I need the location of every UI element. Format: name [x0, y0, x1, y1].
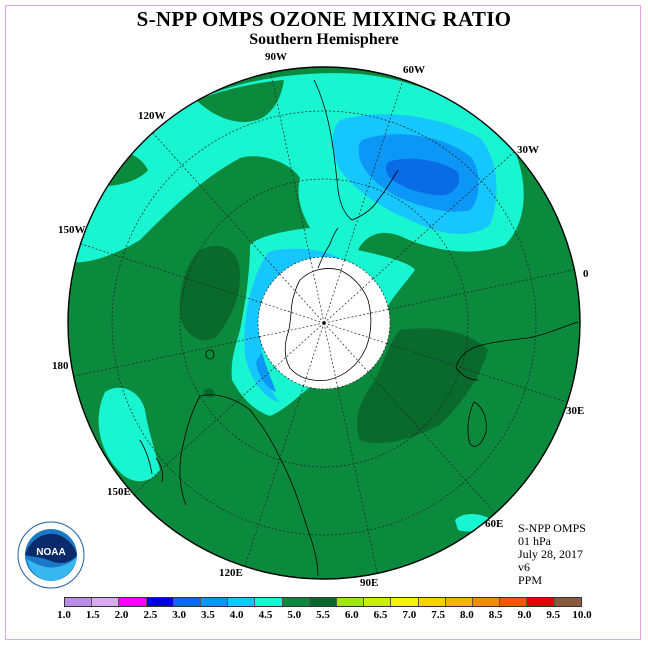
legend-tick-label: 6.5	[373, 609, 388, 621]
instrument-label: S-NPP OMPS	[518, 521, 586, 535]
logo-wordmark: NOAA	[36, 547, 65, 558]
legend-tick-label: 9.0	[517, 609, 532, 621]
contour-fill-5-5-region	[179, 245, 240, 341]
tasmania-coastline	[205, 349, 215, 360]
legend-tick-label: 7.5	[431, 609, 445, 621]
longitude-label: 60W	[403, 64, 425, 76]
meridian-line	[323, 322, 339, 388]
longitude-label: 180	[52, 360, 69, 372]
legend-swatch	[282, 598, 310, 606]
legend-swatch	[119, 598, 147, 606]
map-boundary	[67, 66, 581, 580]
antarctic-peninsula-coastline	[317, 227, 339, 269]
legend-tick-label: 5.5	[316, 609, 330, 621]
longitude-label: 30E	[566, 405, 585, 417]
units-label: PPM	[518, 573, 543, 587]
legend-tick-label: 9.5	[546, 609, 561, 621]
legend-tick-label: 10.0	[572, 609, 592, 621]
longitude-label: 90E	[360, 577, 379, 589]
legend-tick-label: 8.5	[488, 609, 503, 621]
new-zealand-coastline	[139, 439, 164, 483]
meridian-line	[323, 322, 369, 373]
legend-tick-label: 8.0	[460, 609, 474, 621]
contour-fill-4-5-region	[98, 387, 160, 482]
contour-fill-3-5-region	[256, 352, 276, 392]
contour-fill-5-0-region	[196, 80, 284, 122]
legend-swatch	[500, 598, 528, 606]
legend-tick-label: 6.0	[344, 609, 359, 621]
legend-swatch	[527, 598, 555, 606]
contour-fill-3-0-region	[385, 158, 460, 196]
meridian-line	[323, 308, 389, 324]
contour-fill-5-5-region	[203, 388, 215, 398]
legend-swatch	[337, 598, 365, 606]
legend-swatch	[473, 598, 501, 606]
madagascar-coastline	[467, 401, 487, 447]
legend-swatch	[309, 598, 338, 606]
legend-swatch	[364, 598, 392, 606]
legend-tick-label: 3.0	[172, 609, 186, 621]
south-pole-marker	[322, 321, 326, 325]
meridian-line	[261, 302, 325, 324]
legend-swatch	[391, 598, 419, 606]
africa-coastline	[455, 321, 579, 381]
legend-tick-label: 7.0	[402, 609, 417, 621]
map-subtitle: Southern Hemisphere	[249, 31, 399, 48]
legend-tick-label: 4.0	[229, 609, 244, 621]
legend-swatch	[201, 598, 229, 606]
longitude-label: 150W	[58, 224, 86, 236]
map-title: S-NPP OMPS OZONE MIXING RATIO	[136, 7, 512, 31]
meridian-line	[259, 322, 325, 338]
legend-swatch	[92, 598, 120, 606]
longitude-label: 120W	[138, 110, 166, 122]
contour-fill-5-5-region	[356, 328, 488, 444]
longitude-label: 30W	[517, 144, 539, 156]
longitude-label: 60E	[485, 518, 504, 530]
meridian-line	[303, 322, 325, 386]
antarctica-coastline	[284, 268, 372, 381]
legend-swatch	[173, 598, 202, 606]
legend-swatch	[228, 598, 256, 606]
meridian-line	[279, 273, 325, 324]
pressure-level: 01 hPa	[518, 534, 551, 548]
meridian-line	[323, 278, 374, 324]
legend-swatch	[255, 598, 283, 606]
legend-tick-label: 1.0	[57, 609, 71, 621]
longitude-label: 150E	[107, 486, 131, 498]
legend-tick-label: 5.0	[287, 609, 302, 621]
longitude-label: 120E	[219, 567, 243, 579]
latitude-circle	[179, 178, 469, 468]
latitude-circle	[111, 110, 537, 536]
longitude-label: 0	[583, 268, 589, 280]
product-version: v6	[518, 560, 530, 574]
legend-swatch	[146, 598, 174, 606]
south-america-coastline	[313, 79, 399, 221]
legend-tick-label: 2.0	[114, 609, 129, 621]
noaa-logo: NOAA	[17, 521, 85, 589]
legend-swatch	[418, 598, 446, 606]
legend-swatch	[554, 598, 581, 606]
legend-tick-label: 3.5	[201, 609, 215, 621]
graticule	[73, 72, 575, 574]
longitude-label: 90W	[265, 51, 287, 63]
legend-tick-label: 4.5	[258, 609, 273, 621]
meridian-line	[323, 260, 345, 324]
color-scale-legend	[64, 597, 582, 607]
product-info: S-NPP OMPS 01 hPa July 28, 2017 v6 PPM	[518, 522, 586, 587]
legend-swatch	[65, 598, 93, 606]
observation-date: July 28, 2017	[518, 547, 584, 561]
page-frame	[5, 5, 641, 640]
meridian-line	[323, 322, 387, 344]
legend-swatch	[445, 598, 474, 606]
latitude-circle	[257, 256, 391, 390]
meridian-line	[309, 258, 325, 324]
legend-tick-label: 1.5	[85, 609, 100, 621]
legend-tick-label: 2.5	[143, 609, 158, 621]
meridian-line	[274, 322, 325, 368]
